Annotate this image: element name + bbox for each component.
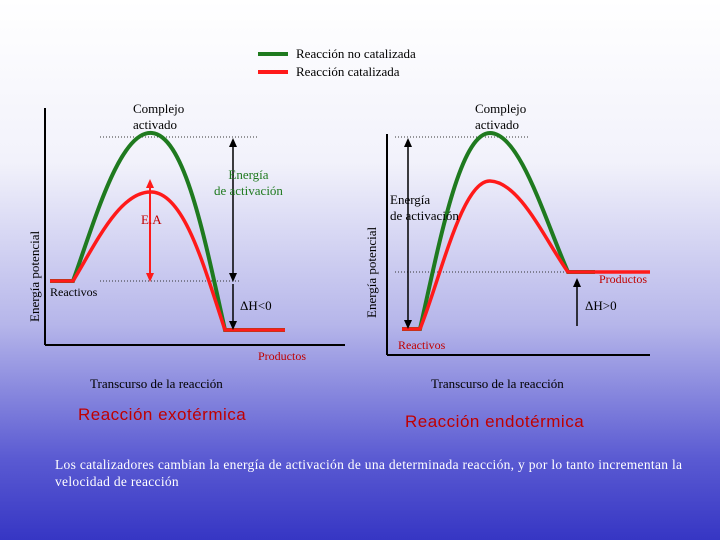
exo-productos-label: Productos: [258, 349, 306, 363]
exothermic-diagram: [44, 108, 345, 346]
exo-y-axis-label: Energía potencial: [27, 230, 42, 322]
exo-title: Reacción exotérmica: [78, 405, 247, 424]
endothermic-diagram: [386, 130, 650, 356]
exo-activation-arrowhead-top: [229, 138, 237, 147]
endo-y-axis-label: Energía potencial: [364, 226, 379, 318]
endo-complejo-label: Complejo activado: [475, 101, 527, 132]
exo-reactivos-label: Reactivos: [50, 285, 98, 299]
exo-complejo-label: Complejo activado: [133, 101, 185, 132]
exo-ea-arrowhead-top: [146, 179, 154, 188]
endo-activation-arrowhead-bottom: [404, 320, 412, 329]
exo-deltah-arrowhead: [229, 321, 237, 330]
endo-activation-arrowhead-top: [404, 138, 412, 147]
endo-reactivos-label: Reactivos: [398, 338, 446, 352]
endo-energia-label: Energía de activación: [390, 192, 459, 223]
endo-deltah-arrowhead-top: [573, 278, 581, 287]
exo-curve-uncatalyzed: [50, 130, 285, 332]
endo-x-axis-label: Transcurso de la reacción: [431, 376, 564, 391]
exo-energia-label: Energía de activación: [214, 167, 283, 198]
exo-curve-catalyzed: [50, 190, 285, 332]
caption: Los catalizadores cambian la energía de …: [55, 457, 683, 489]
endo-deltah-label: ΔH>0: [585, 298, 617, 313]
exo-ea-arrowhead-bottom: [146, 273, 154, 282]
legend-label-catalyzed: Reacción catalizada: [296, 64, 400, 79]
exo-x-axis-label: Transcurso de la reacción: [90, 376, 223, 391]
endo-title: Reacción endotérmica: [405, 412, 585, 431]
exo-ea-label: E.A: [141, 212, 162, 227]
exo-activation-arrowhead-bottom: [229, 273, 237, 282]
endo-productos-label: Productos: [599, 272, 647, 286]
legend-label-uncatalyzed: Reacción no catalizada: [296, 46, 416, 61]
exo-deltah-label: ΔH<0: [240, 298, 272, 313]
endo-curve-catalyzed: [402, 179, 650, 331]
endo-curve-uncatalyzed: [402, 130, 595, 331]
